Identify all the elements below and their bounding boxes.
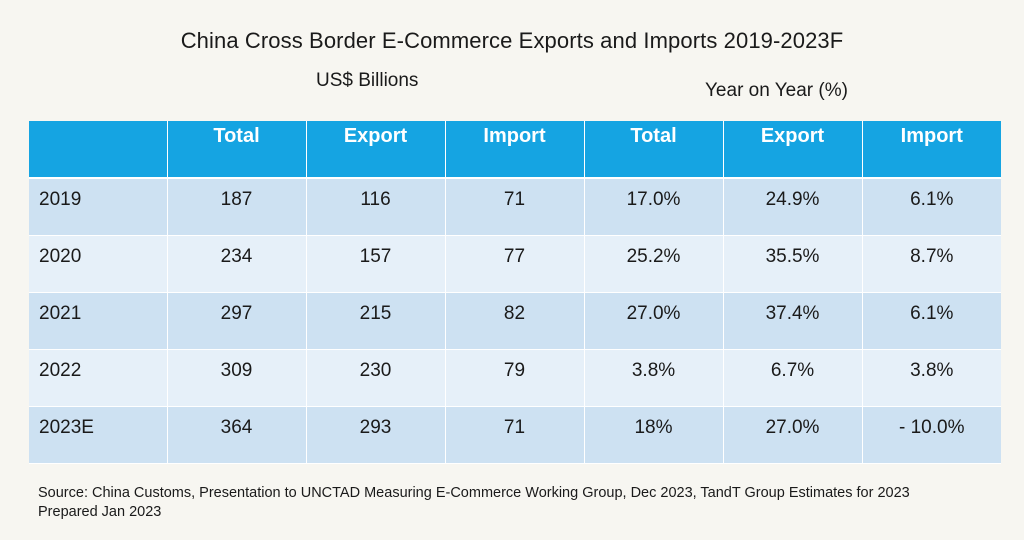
table-cell: 3.8%: [584, 349, 724, 407]
source-line-2: Prepared Jan 2023: [38, 504, 162, 520]
table-row: 2023E 364 293 71 18% 27.0% - 10.0%: [29, 406, 1001, 464]
table-row: 2020 234 157 77 25.2% 35.5% 8.7%: [29, 235, 1001, 293]
header-cell-total: Total: [167, 121, 307, 179]
table-cell: 3.8%: [862, 349, 1001, 407]
table-cell: 6.7%: [723, 349, 863, 407]
table-cell: 77: [445, 235, 585, 293]
table-cell: 230: [306, 349, 446, 407]
table-cell: 18%: [584, 406, 724, 464]
header-row: Total Export Import Total Export Import: [29, 121, 1001, 179]
year-cell: 2021: [29, 292, 168, 350]
yoy-label: Year on Year (%): [705, 80, 848, 101]
table-cell: 187: [167, 178, 307, 236]
table-cell: 6.1%: [862, 178, 1001, 236]
table-cell: - 10.0%: [862, 406, 1001, 464]
table-cell: 82: [445, 292, 585, 350]
header-cell-yoy-import: Import: [862, 121, 1001, 179]
year-cell: 2019: [29, 178, 168, 236]
table-cell: 297: [167, 292, 307, 350]
table-cell: 157: [306, 235, 446, 293]
year-cell: 2020: [29, 235, 168, 293]
table-cell: 79: [445, 349, 585, 407]
table-cell: 27.0%: [723, 406, 863, 464]
table-cell: 17.0%: [584, 178, 724, 236]
table-row: 2021 297 215 82 27.0% 37.4% 6.1%: [29, 292, 1001, 350]
table-cell: 234: [167, 235, 307, 293]
table-row: 2022 309 230 79 3.8% 6.7% 3.8%: [29, 349, 1001, 407]
table-cell: 6.1%: [862, 292, 1001, 350]
table-cell: 71: [445, 178, 585, 236]
table-cell: 293: [306, 406, 446, 464]
table-cell: 37.4%: [723, 292, 863, 350]
year-cell: 2022: [29, 349, 168, 407]
chart-title: China Cross Border E-Commerce Exports an…: [180, 28, 844, 53]
table-cell: 24.9%: [723, 178, 863, 236]
table-cell: 25.2%: [584, 235, 724, 293]
data-table: Total Export Import Total Export Import …: [29, 121, 1001, 464]
table-cell: 35.5%: [723, 235, 863, 293]
table-cell: 116: [306, 178, 446, 236]
table-cell: 309: [167, 349, 307, 407]
header-cell-import: Import: [445, 121, 585, 179]
table-cell: 364: [167, 406, 307, 464]
year-cell: 2023E: [29, 406, 168, 464]
header-cell-yoy-total: Total: [584, 121, 724, 179]
table-cell: 71: [445, 406, 585, 464]
source-note: Source: China Customs, Presentation to U…: [38, 484, 998, 522]
header-cell-export: Export: [306, 121, 446, 179]
units-label: US$ Billions: [316, 70, 419, 91]
header-cell-blank: [29, 121, 168, 179]
table-cell: 27.0%: [584, 292, 724, 350]
table-cell: 215: [306, 292, 446, 350]
table-row: 2019 187 116 71 17.0% 24.9% 6.1%: [29, 178, 1001, 236]
header-cell-yoy-export: Export: [723, 121, 863, 179]
table-cell: 8.7%: [862, 235, 1001, 293]
source-line-1: Source: China Customs, Presentation to U…: [38, 485, 910, 501]
